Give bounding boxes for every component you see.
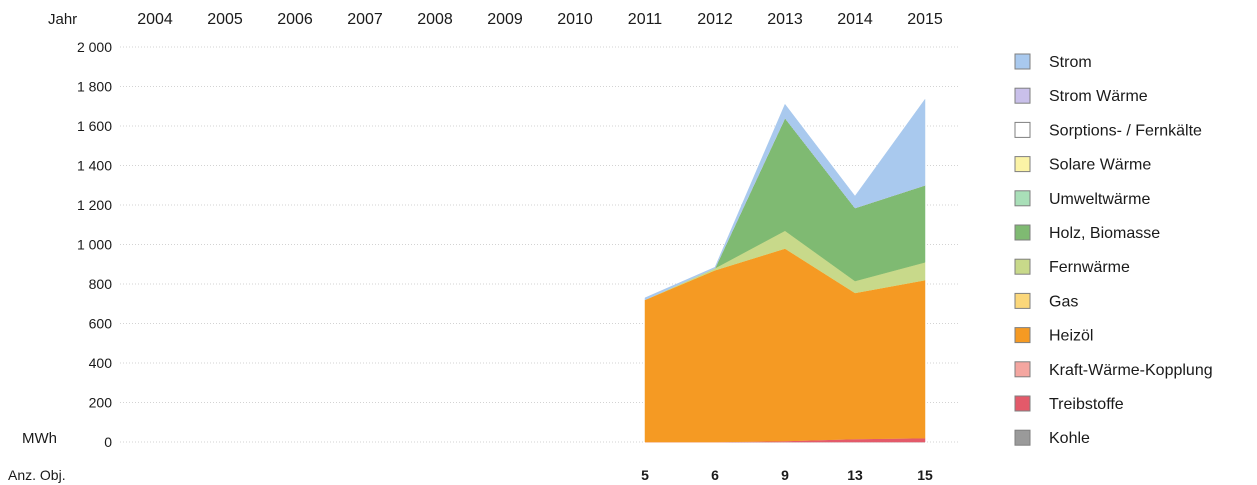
- y-tick-label: 1 000: [77, 237, 112, 253]
- x-tick-label: 2015: [907, 11, 943, 28]
- x-tick-label: 2004: [137, 11, 173, 28]
- legend-label: Umweltwärme: [1049, 191, 1150, 208]
- x-tick-label: 2009: [487, 11, 523, 28]
- x-tick-label: 2014: [837, 11, 873, 28]
- y-tick-label: 800: [89, 276, 113, 292]
- legend-label: Kraft-Wärme-Kopplung: [1049, 362, 1213, 379]
- object-count: 5: [641, 467, 649, 483]
- x-tick-label: 2008: [417, 11, 453, 28]
- object-count: 15: [917, 467, 933, 483]
- legend-label: Kohle: [1049, 430, 1090, 447]
- y-tick-label: 600: [89, 316, 113, 332]
- object-count: 6: [711, 467, 719, 483]
- legend-swatch: [1014, 87, 1031, 104]
- legend-swatch: [1014, 258, 1031, 275]
- object-counts: 5 6 9 13 15: [641, 467, 933, 483]
- legend-swatch: [1014, 429, 1031, 446]
- x-tick-label: 2007: [347, 11, 383, 28]
- legend-label: Fernwärme: [1049, 259, 1130, 276]
- legend-label: Treibstoffe: [1049, 396, 1124, 413]
- legend-label: Strom: [1049, 54, 1092, 71]
- y-tick-label: 2 000: [77, 39, 112, 55]
- x-tick-label: 2005: [207, 11, 243, 28]
- object-count: 13: [847, 467, 863, 483]
- objects-label: Anz. Obj.: [8, 467, 66, 483]
- y-axis-label: MWh: [22, 430, 57, 447]
- legend-swatch: [1014, 121, 1031, 138]
- x-tick-label: 2011: [628, 11, 663, 28]
- legend-swatch: [1014, 361, 1031, 378]
- legend-label: Solare Wärme: [1049, 157, 1151, 174]
- legend-swatch: [1014, 395, 1031, 412]
- legend-swatch: [1014, 190, 1031, 207]
- legend-label: Strom Wärme: [1049, 88, 1148, 105]
- legend-swatch: [1014, 327, 1031, 344]
- x-tick-label: 2010: [557, 11, 593, 28]
- legend-swatch: [1014, 156, 1031, 173]
- y-tick-label: 1 400: [77, 158, 112, 174]
- legend-swatch: [1014, 292, 1031, 309]
- legend: Strom Strom Wärme Sorptions- / Fernkälte So…: [1014, 53, 1213, 447]
- y-tick-label: 1 200: [77, 197, 112, 213]
- y-tick-label: 1 600: [77, 118, 112, 134]
- y-tick-label: 200: [89, 395, 113, 411]
- legend-label: Sorptions- / Fernkälte: [1049, 122, 1202, 139]
- x-axis-ticks: 2004 2005 2006 2007 2008 2009 2010 2011 2012 2013…: [137, 11, 943, 28]
- y-tick-label: 0: [104, 434, 112, 450]
- x-tick-label: 2006: [277, 11, 313, 28]
- x-tick-label: 2012: [697, 11, 733, 28]
- legend-label: Holz, Biomasse: [1049, 225, 1160, 242]
- legend-swatch: [1014, 53, 1031, 70]
- legend-swatch: [1014, 224, 1031, 241]
- x-tick-label: 2013: [767, 11, 803, 28]
- x-axis-label: Jahr: [48, 11, 77, 28]
- stacked-areas: [644, 98, 926, 443]
- y-tick-label: 400: [89, 355, 113, 371]
- object-count: 9: [781, 467, 789, 483]
- legend-label: Gas: [1049, 293, 1078, 310]
- y-axis-ticks: 2 000 1 800 1 600 1 400 1 200 1 000 800 600 400 2…: [77, 39, 112, 450]
- area-series: [644, 98, 926, 301]
- y-tick-label: 1 800: [77, 79, 112, 95]
- legend-label: Heizöl: [1049, 328, 1093, 345]
